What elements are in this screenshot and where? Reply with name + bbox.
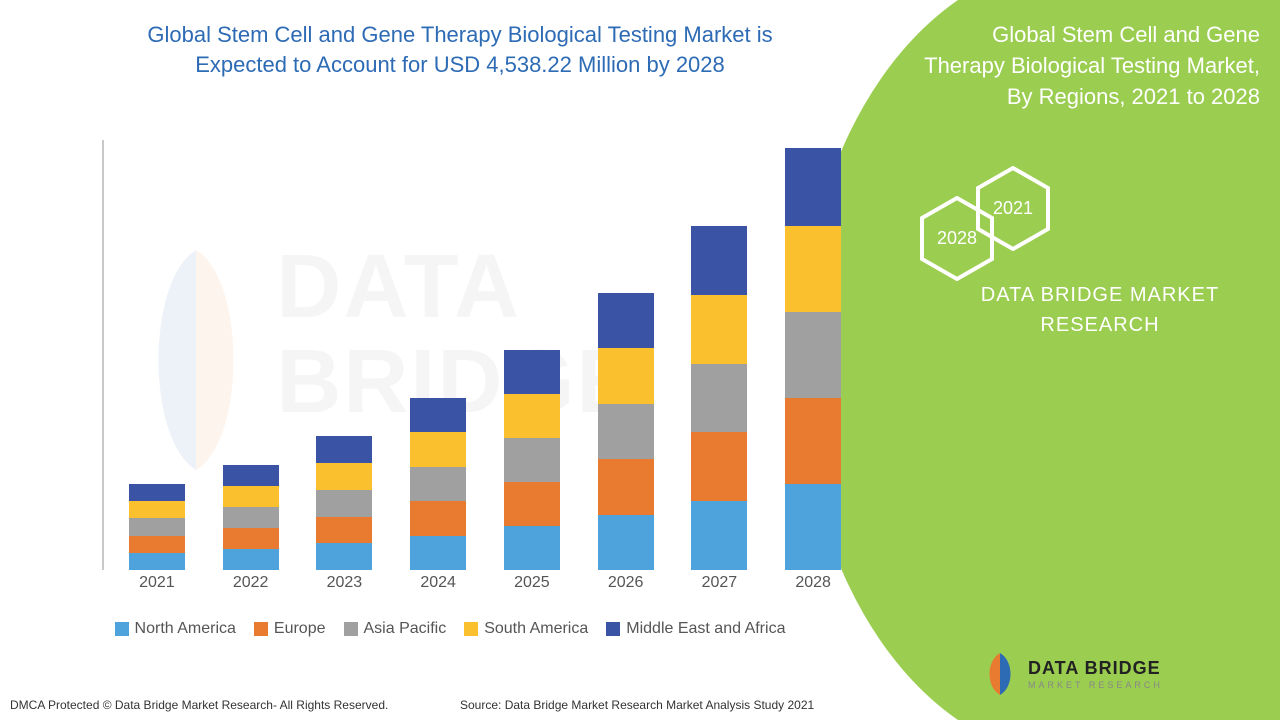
legend-label: Europe <box>274 620 326 638</box>
footer-logo-line2: MARKET RESEARCH <box>1028 681 1163 690</box>
bar-segment <box>504 394 560 438</box>
x-tick-label: 2028 <box>785 574 841 592</box>
bar-2027 <box>691 226 747 570</box>
bar-segment <box>785 312 841 398</box>
footer-logo-line1: DATA BRIDGE <box>1028 659 1163 677</box>
bar-2021 <box>129 484 185 570</box>
bar-segment <box>691 432 747 501</box>
x-tick-label: 2024 <box>410 574 466 592</box>
bar-segment <box>316 490 372 517</box>
bar-segment <box>504 526 560 570</box>
bar-2024 <box>410 398 466 570</box>
bar-segment <box>223 486 279 507</box>
legend-item: Asia Pacific <box>344 620 447 638</box>
bar-2028 <box>785 148 841 570</box>
bar-segment <box>504 350 560 394</box>
right-panel-title: Global Stem Cell and Gene Therapy Biolog… <box>910 20 1260 112</box>
bar-segment <box>598 459 654 514</box>
legend-item: North America <box>115 620 236 638</box>
bar-segment <box>598 404 654 459</box>
legend-swatch <box>464 622 478 636</box>
legend-label: Asia Pacific <box>364 620 447 638</box>
legend-swatch <box>344 622 358 636</box>
databridge-logo-text: DATA BRIDGE MARKET RESEARCH <box>1028 659 1163 690</box>
hex-2021-label: 2021 <box>993 198 1033 219</box>
hex-2021: 2021 <box>976 166 1050 251</box>
bar-segment <box>129 536 185 553</box>
databridge-logo-icon <box>980 651 1020 697</box>
bar-segment <box>410 467 466 501</box>
bar-segment <box>785 398 841 484</box>
bar-segment <box>223 528 279 549</box>
chart-zone: Global Stem Cell and Gene Therapy Biolog… <box>60 20 860 660</box>
bar-group <box>110 140 860 570</box>
legend-item: Middle East and Africa <box>606 620 785 638</box>
legend-label: Middle East and Africa <box>626 620 785 638</box>
bar-segment <box>598 515 654 570</box>
bar-segment <box>691 295 747 364</box>
legend-label: North America <box>135 620 236 638</box>
legend-swatch <box>115 622 129 636</box>
hex-2028-label: 2028 <box>937 228 977 249</box>
bar-segment <box>223 507 279 528</box>
bar-segment <box>129 553 185 570</box>
bar-segment <box>785 484 841 570</box>
legend-swatch <box>254 622 268 636</box>
bar-segment <box>785 226 841 312</box>
right-panel: Global Stem Cell and Gene Therapy Biolog… <box>840 0 1280 720</box>
bar-segment <box>316 543 372 570</box>
x-tick-label: 2025 <box>504 574 560 592</box>
plot-area: 20212022202320242025202620272028 <box>90 140 860 570</box>
x-axis-labels: 2021 2022 2023 2024 2025 2026 2027 2028 <box>110 574 860 592</box>
bar-segment <box>223 549 279 570</box>
bar-segment <box>316 463 372 490</box>
bar-segment <box>129 501 185 518</box>
legend-label: South America <box>484 620 588 638</box>
bar-segment <box>785 148 841 226</box>
bar-segment <box>316 436 372 463</box>
bar-segment <box>504 438 560 482</box>
bar-segment <box>129 518 185 535</box>
bar-segment <box>691 364 747 433</box>
right-panel-brand: DATA BRIDGE MARKET RESEARCH <box>960 280 1240 340</box>
right-panel-content: Global Stem Cell and Gene Therapy Biolog… <box>910 20 1260 112</box>
bar-2022 <box>223 465 279 570</box>
bar-segment <box>129 484 185 501</box>
legend-item: South America <box>464 620 588 638</box>
chart-legend: North America Europe Asia Pacific South Ame… <box>50 620 850 638</box>
bar-segment <box>598 293 654 348</box>
hex-group: 2028 2021 <box>920 166 1080 296</box>
bar-segment <box>410 398 466 432</box>
bar-segment <box>410 501 466 535</box>
footer-copyright: DMCA Protected © Data Bridge Market Rese… <box>10 698 388 712</box>
bar-2025 <box>504 350 560 570</box>
bar-segment <box>691 226 747 295</box>
x-tick-label: 2022 <box>223 574 279 592</box>
bar-2023 <box>316 436 372 570</box>
bar-segment <box>316 517 372 544</box>
bar-segment <box>691 501 747 570</box>
y-axis-line <box>102 140 104 570</box>
footer-logo: DATA BRIDGE MARKET RESEARCH <box>980 644 1240 704</box>
bar-segment <box>504 482 560 526</box>
bar-segment <box>410 432 466 466</box>
x-tick-label: 2026 <box>598 574 654 592</box>
bar-segment <box>223 465 279 486</box>
footer-source: Source: Data Bridge Market Research Mark… <box>460 698 814 712</box>
x-tick-label: 2021 <box>129 574 185 592</box>
legend-swatch <box>606 622 620 636</box>
bar-segment <box>410 536 466 570</box>
chart-infographic: DATA BRIDGE Global Stem Cell and Gene Th… <box>0 0 1280 720</box>
legend-item: Europe <box>254 620 326 638</box>
bar-segment <box>598 348 654 403</box>
x-tick-label: 2027 <box>691 574 747 592</box>
bar-2026 <box>598 293 654 570</box>
x-tick-label: 2023 <box>316 574 372 592</box>
chart-title: Global Stem Cell and Gene Therapy Biolog… <box>100 20 820 79</box>
